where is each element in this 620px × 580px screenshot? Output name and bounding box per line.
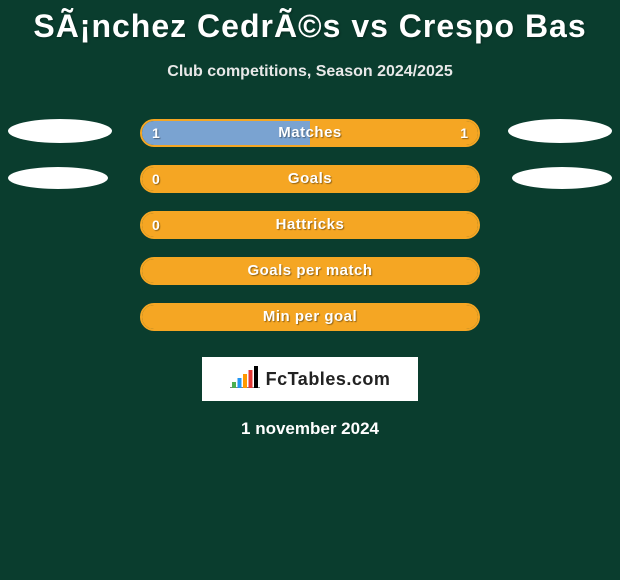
logo-box: FcTables.com	[202, 357, 418, 401]
stat-bar: Matches1 1	[140, 119, 480, 147]
stat-label: Goals per match	[142, 259, 478, 283]
stat-row: Goals per match	[0, 257, 620, 303]
stat-label: Hattricks	[142, 213, 478, 237]
stat-label: Min per goal	[142, 305, 478, 329]
stat-label: Goals	[142, 167, 478, 191]
footer-date: 1 november 2024	[0, 419, 620, 439]
stat-bar: Goals per match	[140, 257, 480, 285]
player-ellipse-left	[8, 167, 108, 189]
player-ellipse-left	[8, 119, 112, 143]
page-subtitle: Club competitions, Season 2024/2025	[0, 63, 620, 81]
logo-text: FcTables.com	[266, 369, 391, 390]
stat-value-left: 0	[152, 213, 160, 237]
stat-bar: Hattricks0	[140, 211, 480, 239]
stat-row: Min per goal	[0, 303, 620, 349]
player-ellipse-right	[508, 119, 612, 143]
stat-value-left: 1	[152, 121, 160, 145]
stats-container: Matches11Goals0Hattricks0Goals per match…	[0, 119, 620, 349]
page-title: SÃ¡nchez CedrÃ©s vs Crespo Bas	[0, 0, 620, 45]
stat-value-right: 1	[460, 121, 468, 145]
logo-chart-icon	[230, 366, 260, 393]
stat-row: Matches1 1	[0, 119, 620, 165]
stat-bar: Goals0	[140, 165, 480, 193]
player-ellipse-right	[512, 167, 612, 189]
stat-row: Hattricks0	[0, 211, 620, 257]
stat-row: Goals0	[0, 165, 620, 211]
stat-label: Matches	[142, 121, 478, 145]
stat-value-left: 0	[152, 167, 160, 191]
stat-bar: Min per goal	[140, 303, 480, 331]
